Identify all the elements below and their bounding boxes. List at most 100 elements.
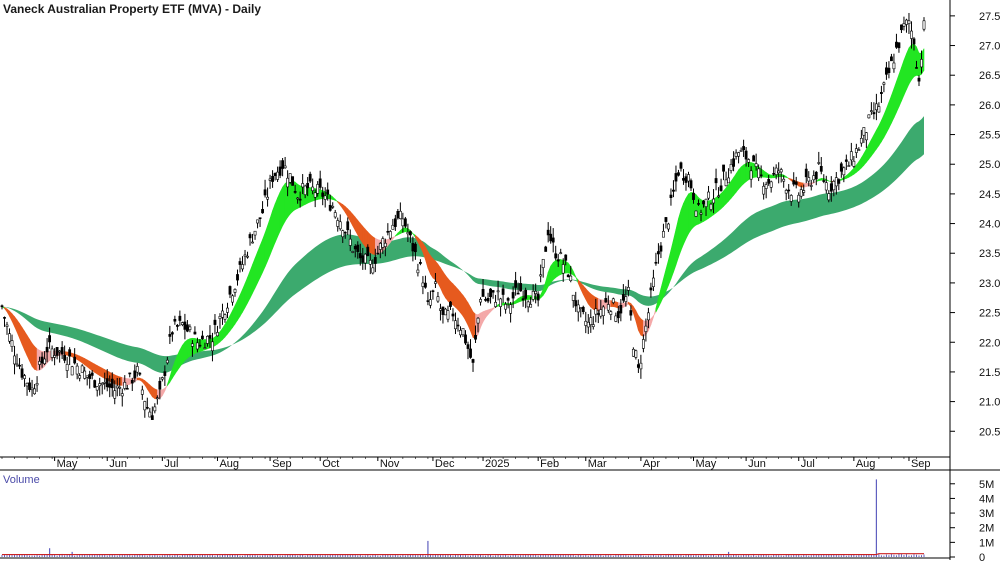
- fast-ma-segment: [182, 341, 186, 365]
- fast-ma-segment: [274, 197, 278, 243]
- candle-body: [153, 406, 157, 412]
- candle-body: [331, 205, 335, 208]
- candle-body: [133, 370, 137, 379]
- candle-body: [702, 200, 705, 205]
- candle-body: [877, 106, 881, 113]
- candle-body: [218, 316, 222, 319]
- candle-body: [148, 411, 152, 418]
- candle-body: [278, 166, 282, 176]
- fast-ma-segment: [249, 264, 253, 299]
- candle-body: [854, 148, 858, 153]
- fast-ma-segment: [893, 81, 897, 118]
- candle-body: [436, 296, 440, 302]
- fast-ma-segment: [735, 168, 739, 194]
- candle-body: [809, 185, 813, 187]
- volume-average-line: [2, 553, 924, 556]
- candle-body: [804, 168, 808, 178]
- candle-body: [408, 231, 412, 236]
- candle-body: [474, 335, 477, 340]
- fast-ma-segment: [359, 222, 364, 245]
- fast-ma-segment: [733, 172, 737, 197]
- candle-body: [68, 349, 72, 357]
- candle-body: [251, 241, 254, 244]
- candle-body: [677, 172, 680, 176]
- candle-body: [699, 212, 703, 215]
- candle-body: [95, 386, 99, 391]
- candle-body: [416, 269, 420, 274]
- candle-body: [464, 334, 467, 344]
- fast-ma-segment: [445, 274, 449, 302]
- candle-body: [729, 164, 733, 171]
- fast-ma-segment: [728, 180, 732, 202]
- candle-body: [128, 372, 132, 375]
- candle-body: [221, 310, 224, 318]
- candle-body: [519, 283, 523, 292]
- candle-body: [125, 387, 129, 390]
- candle-body: [283, 165, 287, 169]
- candle-body: [45, 346, 49, 353]
- candle-body: [659, 245, 663, 252]
- candle-body: [160, 377, 164, 380]
- volume-tick-label: 2M: [979, 523, 994, 535]
- candle-body: [834, 177, 838, 187]
- candle-body: [311, 186, 315, 191]
- price-tick-label: 26.5: [979, 70, 1000, 82]
- candle-body: [749, 170, 753, 180]
- candle-body: [406, 232, 410, 235]
- candle-body: [83, 370, 87, 379]
- price-tick-label: 21.0: [979, 397, 1000, 409]
- fast-ma-segment: [31, 342, 35, 371]
- candle-body: [293, 191, 297, 193]
- candle-body: [55, 347, 59, 356]
- candle-body: [231, 295, 234, 303]
- fast-ma-segment: [695, 193, 699, 226]
- fast-ma-segment: [685, 193, 689, 239]
- fast-ma-segment: [29, 338, 33, 367]
- candle-body: [238, 261, 242, 265]
- candle-body: [531, 291, 535, 300]
- candle-body: [684, 176, 688, 183]
- candle-body: [719, 185, 723, 191]
- time-tick-label: May: [696, 458, 717, 470]
- candle-body: [574, 300, 578, 307]
- candle-body: [168, 334, 172, 337]
- candle-body: [318, 178, 322, 188]
- candle-body: [631, 348, 635, 357]
- fast-ma-segment: [896, 74, 900, 113]
- candle-body: [33, 388, 36, 395]
- candle-body: [266, 196, 269, 200]
- candle-body: [276, 171, 279, 180]
- candle-body: [724, 179, 728, 187]
- candle-body: [13, 355, 16, 365]
- candle-body: [616, 311, 620, 319]
- candle-body: [569, 275, 573, 281]
- candle-body: [243, 254, 247, 257]
- candle-body: [301, 183, 305, 188]
- fast-ma-segment: [590, 293, 594, 310]
- candle-body: [143, 401, 147, 411]
- candle-body: [559, 252, 563, 254]
- candle-body: [526, 301, 530, 308]
- candle-body: [902, 23, 906, 27]
- candle-body: [689, 180, 693, 189]
- candle-body: [536, 293, 540, 301]
- fast-ma-segment: [269, 210, 273, 256]
- candle-body: [566, 274, 570, 278]
- candle-body: [641, 339, 645, 349]
- candle-body: [717, 195, 720, 198]
- fast-ma-segment: [723, 187, 727, 208]
- candle-body: [516, 292, 520, 295]
- candle-body: [175, 324, 179, 327]
- fast-ma-segment: [262, 232, 266, 273]
- fast-ma-segment: [99, 366, 103, 378]
- candle-body: [3, 317, 6, 319]
- candle-body: [576, 304, 580, 313]
- candle-body: [742, 146, 746, 151]
- time-tick-label: Sep: [911, 458, 931, 470]
- fast-ma-segment: [126, 378, 131, 386]
- price-tick-label: 24.0: [979, 219, 1000, 231]
- candle-body: [40, 356, 44, 364]
- candle-body: [704, 198, 708, 207]
- fast-ma-segment: [738, 166, 742, 190]
- candle-body: [381, 238, 385, 248]
